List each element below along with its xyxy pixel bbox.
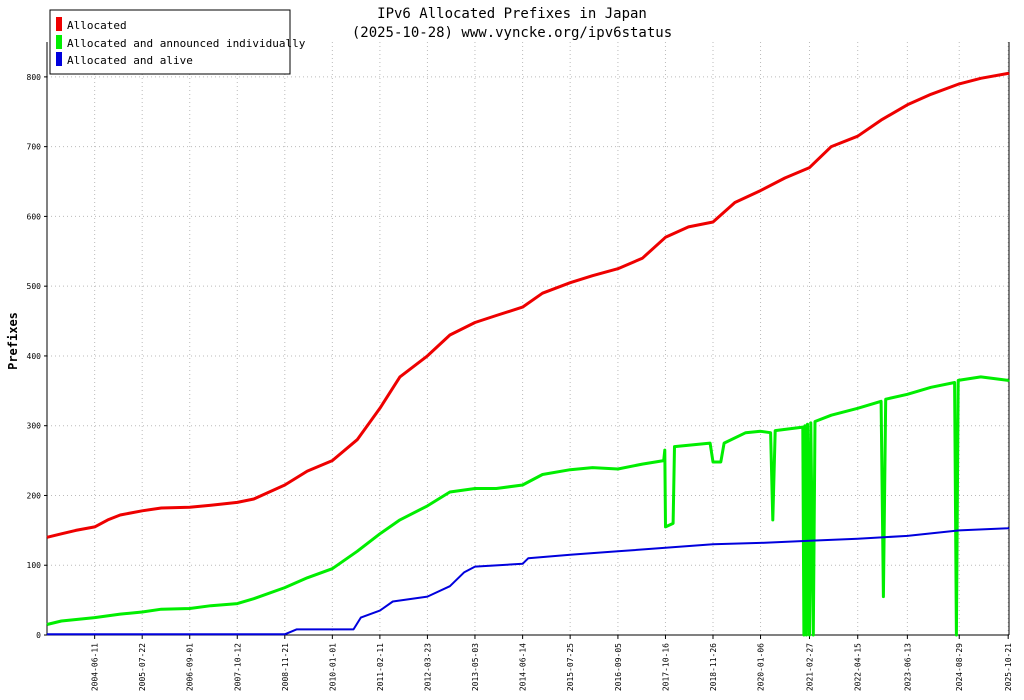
x-tick-label: 2015-07-25 [566,643,575,691]
x-tick-label: 2005-07-22 [138,643,147,691]
x-tick-label: 2024-08-29 [955,643,964,691]
y-tick-label: 700 [27,143,42,152]
x-tick-label: 2020-01-06 [757,643,766,691]
y-axis-label: Prefixes [6,312,20,370]
grid-lines [47,42,1009,635]
x-tick-label: 2011-02-11 [376,643,385,691]
legend-label-allocated: Allocated [67,19,127,32]
y-tick-label: 600 [27,212,42,221]
y-tick-labels: 0 100 200 300 400 500 600 700 800 [27,73,42,640]
chart-subtitle: (2025-10-28) www.vyncke.org/ipv6status [352,25,672,41]
legend-box [49,9,291,75]
y-tick-label: 100 [27,561,42,570]
x-tick-label: 2004-06-11 [91,643,100,691]
series-line-allocated-and-announced-individually [46,375,1010,637]
x-tick-label: 2012-03-23 [423,643,432,691]
legend: Allocated Allocated and announced indivi… [49,9,306,75]
y-tick-label: 200 [27,491,42,500]
x-tick-label: 2010-01-01 [328,643,337,691]
x-tick-label: 2013-05-03 [471,643,480,691]
legend-swatch-allocated [56,17,62,31]
x-tick-label: 2023-06-13 [903,643,912,691]
y-tick-label: 300 [27,422,42,431]
x-tick-label: 2006-09-01 [186,643,195,691]
x-tick-labels: 2004-06-11 2005-07-22 2006-09-01 2007-10-12… [91,643,1014,691]
chart-title: IPv6 Allocated Prefixes in Japan [377,6,647,22]
y-tick-label: 400 [27,352,42,361]
series-lines [46,71,1010,637]
x-tick-label: 2025-10-21 [1004,643,1013,691]
x-tick-label: 2017-10-16 [661,643,670,691]
legend-swatch-alive [56,52,62,66]
x-tick-label: 2007-10-12 [233,643,242,691]
x-tick-label: 2021-02-27 [805,643,814,691]
series-line-allocated-and-alive [47,526,1010,636]
x-tick-label: 2014-06-14 [519,643,528,691]
y-tick-label: 0 [36,631,41,640]
y-tick-label: 800 [27,73,42,82]
y-tick-label: 500 [27,282,42,291]
legend-label-alive: Allocated and alive [67,54,193,67]
x-tick-label: 2008-11-21 [281,643,290,691]
series-line-allocated [46,71,1010,539]
x-tick-label: 2016-09-05 [614,643,623,691]
x-tick-label: 2022-04-15 [854,643,863,691]
legend-label-announced: Allocated and announced individually [67,37,306,50]
legend-swatch-announced [56,35,62,49]
x-tick-label: 2018-11-26 [709,643,718,691]
